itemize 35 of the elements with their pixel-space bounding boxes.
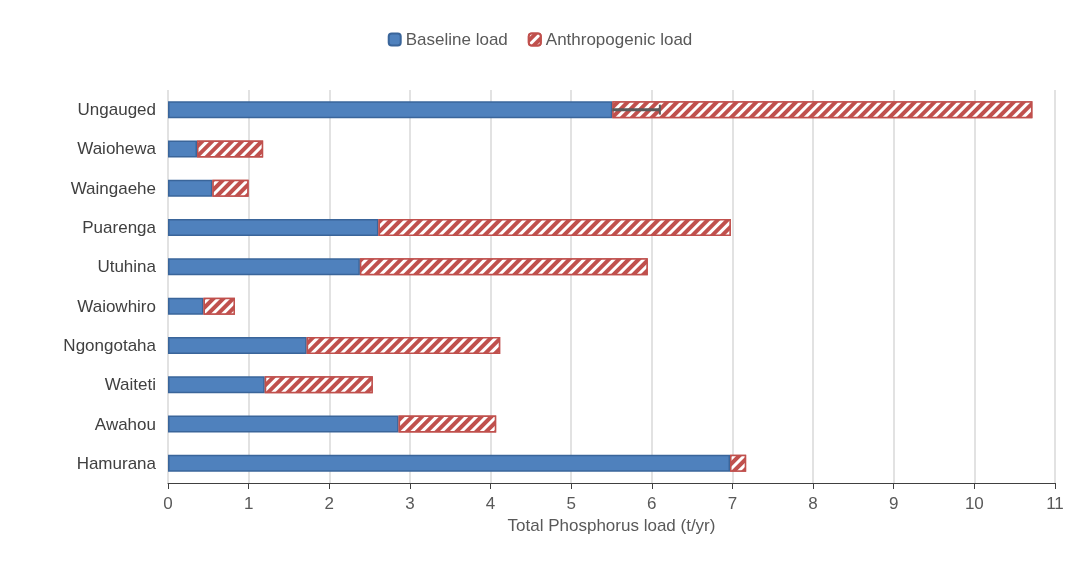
y-tick-label: Puarenga	[82, 218, 157, 238]
y-tick-label: Waingaehe	[70, 178, 156, 198]
x-tick-label: 0	[163, 494, 173, 513]
bar	[168, 297, 204, 315]
y-tick-label: Waiteti	[104, 375, 156, 395]
x-tick-label: 2	[324, 494, 335, 513]
legend-label: Anthropogenic load	[545, 30, 693, 49]
bar	[168, 101, 613, 119]
x-tick-label: 9	[888, 494, 899, 513]
y-tick-label: Utuhina	[97, 257, 157, 277]
bar	[168, 140, 198, 158]
x-tick-label: 7	[727, 494, 738, 513]
bar	[168, 336, 307, 354]
y-tick-label: Awahou	[94, 414, 156, 434]
bar	[168, 219, 379, 237]
x-tick-label: 8	[808, 494, 818, 513]
bar	[168, 258, 360, 276]
y-tick-label: Ungauged	[77, 100, 156, 120]
y-tick-label: Hamurana	[76, 453, 157, 473]
y-tick-label: Ngongotaha	[63, 335, 157, 355]
x-tick-label: 10	[964, 494, 984, 513]
x-tick-label: 1	[243, 494, 254, 513]
bar	[168, 454, 731, 472]
bar	[168, 415, 399, 433]
bar	[168, 179, 213, 197]
x-tick-label: 3	[405, 494, 415, 513]
legend-label: Baseline load	[405, 30, 508, 49]
y-tick-label: Waiowhiro	[77, 296, 156, 316]
y-tick-label: Waiohewa	[77, 139, 157, 159]
x-tick-label: 5	[566, 494, 576, 513]
x-axis-title: Total Phosphorus load (t/yr)	[507, 516, 716, 535]
x-tick-label: 4	[485, 494, 496, 513]
x-tick-label: 11	[1046, 494, 1064, 513]
bar	[168, 376, 265, 394]
x-tick-label: 6	[647, 494, 657, 513]
